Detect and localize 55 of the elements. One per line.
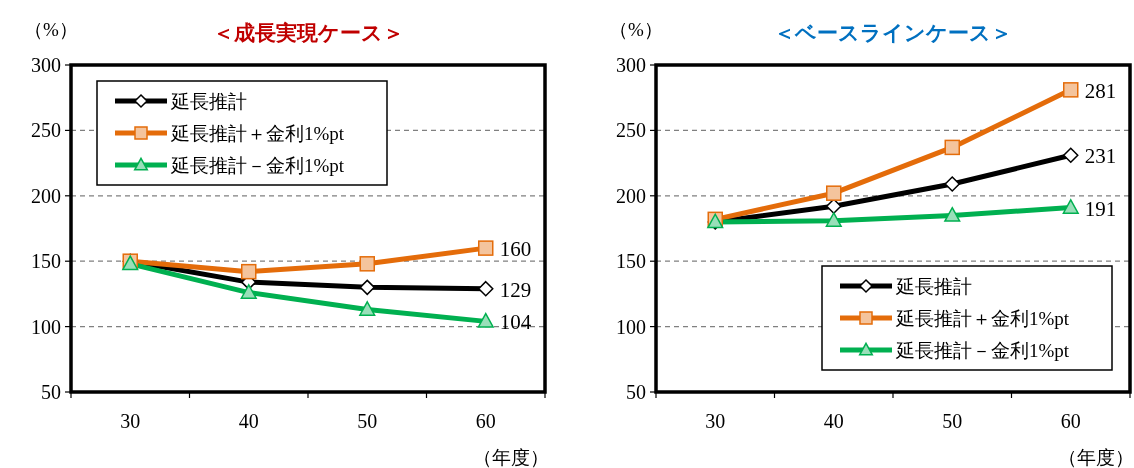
data-label: 160 <box>499 237 532 262</box>
point <box>944 206 961 222</box>
legend-label: 延長推計 <box>895 276 972 297</box>
y-tick-label: 100 <box>31 315 61 338</box>
point <box>1063 82 1079 98</box>
point <box>240 284 257 299</box>
chart-title: ＜ベースラインケース＞ <box>774 21 1012 45</box>
data-label: 231 <box>1084 144 1117 169</box>
legend-label: 延長推計＋金利1%pt <box>895 308 1070 329</box>
point <box>944 176 960 192</box>
point <box>826 185 842 201</box>
chart-title: ＜成長実現ケース＞ <box>212 21 404 45</box>
point <box>478 280 494 297</box>
x-tick-label: 60 <box>1060 410 1081 432</box>
point <box>826 198 842 215</box>
point <box>359 301 376 316</box>
x-tick-label: 30 <box>705 410 726 432</box>
point <box>359 279 375 296</box>
y-tick-label: 250 <box>31 119 61 142</box>
y-axis-title: （%） <box>24 19 78 40</box>
legend-label: 延長推計 <box>170 91 247 112</box>
point <box>944 139 960 156</box>
y-axis-title: （%） <box>609 19 663 40</box>
x-tick-label: 30 <box>120 410 141 432</box>
y-tick-label: 50 <box>41 381 61 403</box>
y-tick-label: 300 <box>31 54 61 76</box>
y-tick-label: 100 <box>616 315 646 338</box>
point <box>359 256 375 272</box>
y-tick-label: 50 <box>626 381 646 403</box>
point <box>825 212 842 227</box>
legend-label: 延長推計＋金利1%pt <box>170 123 345 144</box>
y-tick-label: 300 <box>616 54 646 76</box>
point <box>1062 199 1079 214</box>
point <box>1063 147 1079 163</box>
y-tick-label: 150 <box>31 250 61 273</box>
data-label: 129 <box>499 277 532 302</box>
legend-label: 延長推計－金利1%pt <box>895 340 1070 361</box>
point <box>241 263 257 280</box>
legend-label: 延長推計－金利1%pt <box>170 155 345 176</box>
x-tick-label: 60 <box>475 410 496 432</box>
x-tick-label: 40 <box>823 410 844 432</box>
data-label: 104 <box>499 310 532 335</box>
x-axis-title: （年度） <box>473 447 549 468</box>
x-tick-label: 50 <box>942 410 963 432</box>
y-tick-label: 250 <box>616 119 646 142</box>
point <box>478 240 494 256</box>
y-tick-label: 200 <box>31 184 61 207</box>
x-tick-label: 40 <box>238 410 259 432</box>
y-tick-label: 200 <box>616 184 646 207</box>
y-tick-label: 150 <box>616 250 646 273</box>
data-label: 191 <box>1084 196 1117 221</box>
x-tick-label: 50 <box>357 410 378 432</box>
data-label: 281 <box>1084 78 1117 103</box>
x-axis-title: （年度） <box>1058 447 1134 468</box>
point <box>477 312 494 328</box>
